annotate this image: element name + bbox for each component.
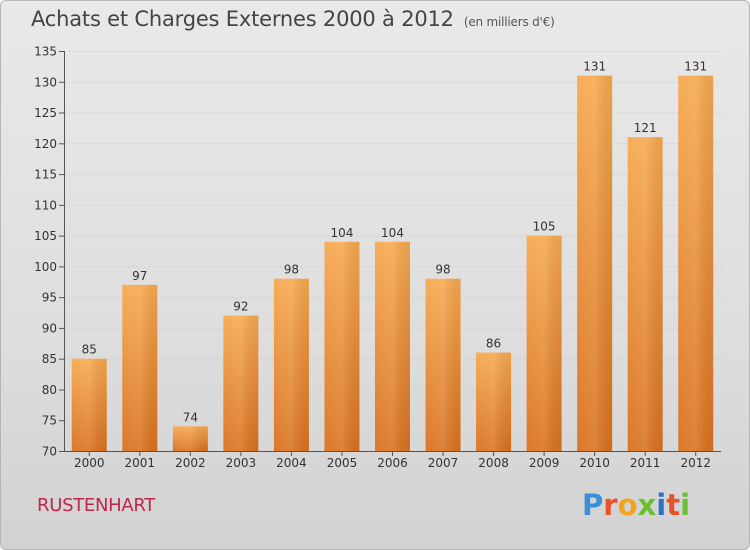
x-tick-label: 2008 bbox=[478, 456, 509, 470]
y-tick-label: 115 bbox=[34, 168, 57, 182]
bar-shine bbox=[324, 241, 360, 451]
data-label: 98 bbox=[435, 263, 450, 277]
x-tick-label: 2009 bbox=[529, 456, 560, 470]
y-tick-label: 120 bbox=[34, 137, 57, 151]
x-tick-label: 2011 bbox=[630, 456, 661, 470]
x-tick-label: 2012 bbox=[680, 456, 711, 470]
y-tick-label: 70 bbox=[42, 445, 57, 459]
x-tick-label: 2003 bbox=[226, 456, 257, 470]
proxiti-logo: Proxiti bbox=[582, 488, 690, 522]
place-name: RUSTENHART bbox=[37, 495, 155, 516]
data-label: 98 bbox=[284, 263, 299, 277]
x-tick-label: 2000 bbox=[74, 456, 105, 470]
data-label: 105 bbox=[533, 220, 556, 234]
y-tick-label: 130 bbox=[34, 75, 57, 89]
bar-shine bbox=[172, 426, 208, 451]
x-tick-label: 2002 bbox=[175, 456, 206, 470]
data-label: 121 bbox=[634, 121, 657, 135]
logo-letter: i bbox=[656, 488, 667, 522]
data-label: 104 bbox=[331, 226, 354, 240]
y-tick-label: 135 bbox=[34, 45, 57, 59]
bar-shine bbox=[627, 137, 663, 451]
bar-shine bbox=[375, 241, 410, 451]
x-tick-label: 2001 bbox=[125, 456, 156, 470]
x-tick-label: 2006 bbox=[377, 456, 408, 470]
data-label: 74 bbox=[183, 410, 198, 424]
logo-letter: r bbox=[603, 488, 618, 522]
data-label: 131 bbox=[583, 60, 606, 74]
data-label: 86 bbox=[486, 337, 501, 351]
logo-letter: t bbox=[666, 488, 681, 522]
logo-letter: o bbox=[617, 488, 638, 522]
y-tick-label: 75 bbox=[42, 414, 57, 428]
y-tick-label: 95 bbox=[42, 291, 57, 305]
y-tick-label: 105 bbox=[34, 229, 57, 243]
data-label: 131 bbox=[684, 60, 707, 74]
bar-shine bbox=[526, 235, 562, 451]
chart-title-text: Achats et Charges Externes 2000 à 2012 bbox=[31, 7, 454, 31]
y-tick-label: 125 bbox=[34, 106, 57, 120]
logo-letter: i bbox=[680, 488, 691, 522]
logo-letter: x bbox=[637, 488, 657, 522]
y-tick-label: 80 bbox=[42, 383, 57, 397]
bar-shine bbox=[71, 358, 107, 451]
bar-shine bbox=[678, 75, 714, 451]
data-label: 97 bbox=[132, 269, 147, 283]
x-tick-label: 2010 bbox=[579, 456, 610, 470]
bar-shine bbox=[223, 315, 259, 451]
y-tick-label: 110 bbox=[34, 198, 57, 212]
chart-title: Achats et Charges Externes 2000 à 2012 (e… bbox=[31, 7, 555, 31]
y-tick-label: 100 bbox=[34, 260, 57, 274]
y-tick-label: 85 bbox=[42, 352, 57, 366]
logo-letter: P bbox=[582, 488, 604, 522]
bar-shine bbox=[425, 278, 461, 451]
x-tick-label: 2007 bbox=[428, 456, 459, 470]
x-tick-label: 2005 bbox=[327, 456, 358, 470]
data-label: 92 bbox=[233, 300, 248, 314]
bar-shine bbox=[476, 352, 512, 451]
bar-shine bbox=[273, 278, 309, 451]
bar-shine bbox=[122, 284, 158, 451]
data-label: 85 bbox=[82, 343, 97, 357]
chart-subtitle: (en milliers d'€) bbox=[463, 15, 555, 29]
bar-shine bbox=[577, 75, 613, 451]
y-tick-label: 90 bbox=[42, 321, 57, 335]
data-label: 104 bbox=[381, 226, 404, 240]
x-tick-label: 2004 bbox=[276, 456, 307, 470]
